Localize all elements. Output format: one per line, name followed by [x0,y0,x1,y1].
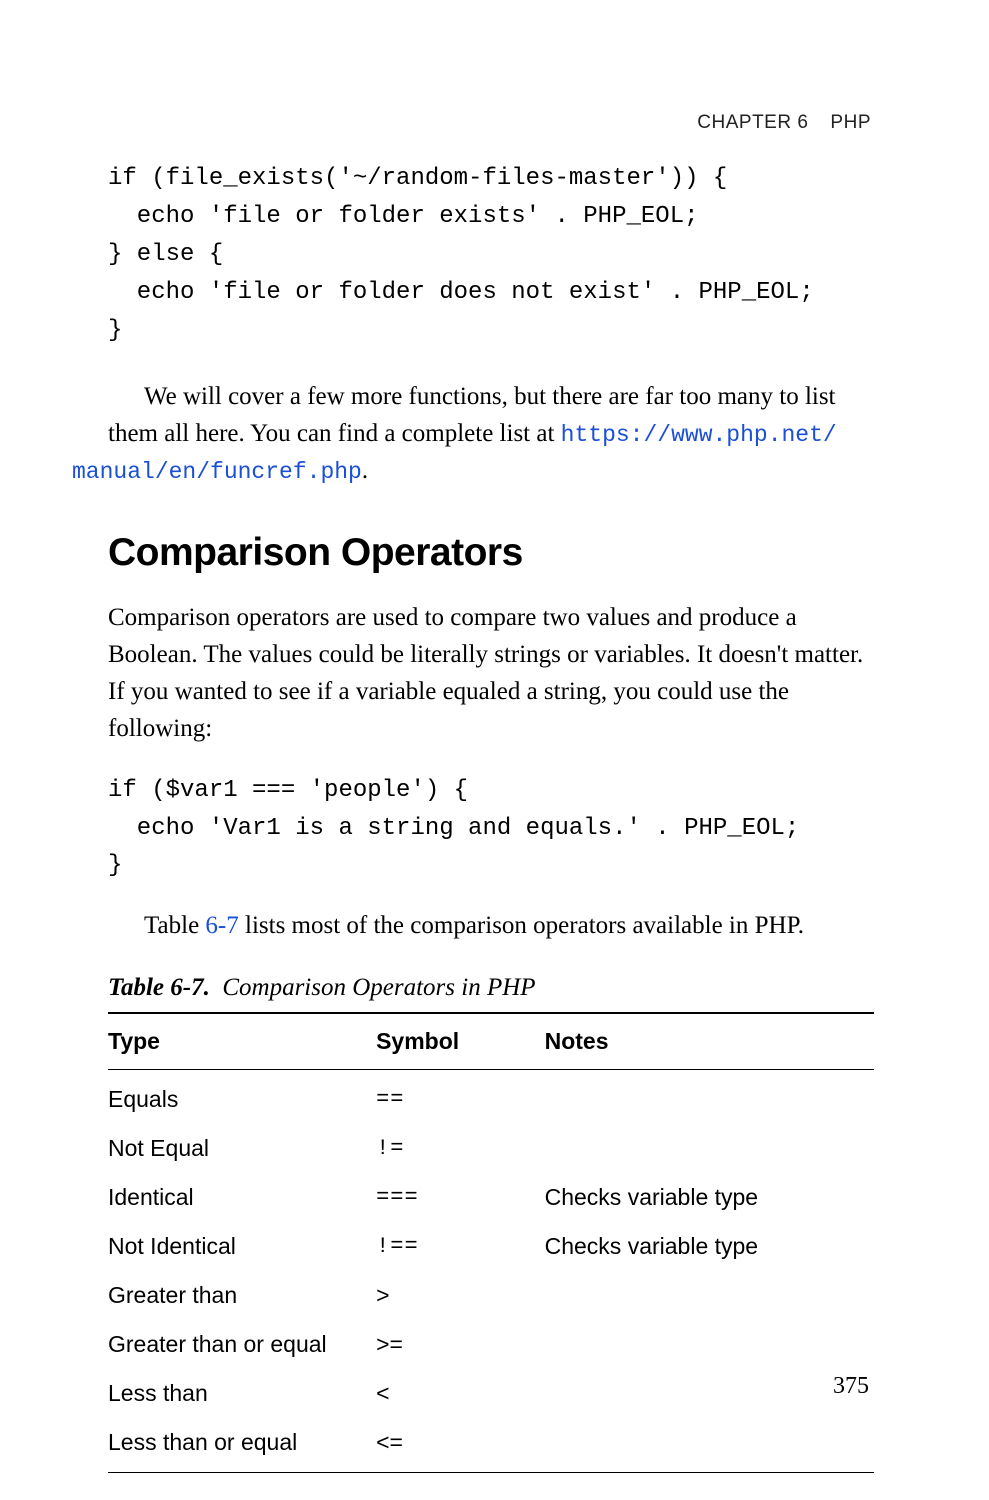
table-comparison-operators: Type Symbol Notes Equals==Not Equal!=Ide… [108,1012,874,1473]
cell-type: Less than [108,1369,376,1418]
paragraph-table-ref: Table 6-7 lists most of the comparison o… [108,907,874,944]
section-heading-comparison-operators: Comparison Operators [108,531,874,575]
link-php-funcref-1[interactable]: https://www.php.net/ [561,422,837,448]
code-block-var1: if ($var1 === 'people') { echo 'Var1 is … [108,772,874,886]
cell-type: Greater than or equal [108,1320,376,1369]
running-head: CHAPTER 6 PHP [697,112,871,134]
table-row: Less than or equal<= [108,1418,874,1473]
cell-type: Not Equal [108,1124,376,1173]
col-header-symbol: Symbol [376,1013,545,1070]
paragraph-comparison-intro: Comparison operators are used to compare… [108,599,874,747]
table-row: Equals== [108,1070,874,1125]
col-header-type: Type [108,1013,376,1070]
table-header-row: Type Symbol Notes [108,1013,874,1070]
cell-symbol: !== [376,1222,545,1271]
cell-notes [545,1271,874,1320]
table-body: Equals==Not Equal!=Identical===Checks va… [108,1070,874,1473]
cell-symbol: < [376,1369,545,1418]
cell-symbol: <= [376,1418,545,1473]
table-row: Greater than> [108,1271,874,1320]
table-label: Table 6-7. [108,974,210,1001]
cell-type: Greater than [108,1271,376,1320]
para3-a: Table [144,912,205,939]
code-block-file-exists: if (file_exists('~/random-files-master')… [108,160,874,350]
table-row: Less than< [108,1369,874,1418]
table-ref-6-7[interactable]: 6-7 [205,912,238,939]
cell-notes [545,1320,874,1369]
cell-notes [545,1369,874,1418]
page: CHAPTER 6 PHP if (file_exists('~/random-f… [0,0,989,1500]
cell-type: Less than or equal [108,1418,376,1473]
col-header-notes: Notes [545,1013,874,1070]
cell-notes: Checks variable type [545,1173,874,1222]
table-row: Greater than or equal>= [108,1320,874,1369]
chapter-label: CHAPTER 6 [697,112,808,133]
chapter-title: PHP [830,112,871,133]
cell-symbol: != [376,1124,545,1173]
link-php-funcref-2[interactable]: manual/en/funcref.php [72,459,362,485]
cell-symbol: === [376,1173,545,1222]
paragraph-funcref: We will cover a few more functions, but … [108,378,874,489]
cell-type: Equals [108,1070,376,1125]
cell-notes [545,1124,874,1173]
page-number: 375 [833,1373,869,1400]
table-row: Not Identical!==Checks variable type [108,1222,874,1271]
table-caption-text: Comparison Operators in PHP [222,974,535,1001]
para3-b: lists most of the comparison operators a… [239,912,804,939]
cell-symbol: >= [376,1320,545,1369]
table-row: Not Equal!= [108,1124,874,1173]
para1-text-b: . [362,457,368,484]
cell-notes: Checks variable type [545,1222,874,1271]
cell-type: Identical [108,1173,376,1222]
table-caption: Table 6-7. Comparison Operators in PHP [108,974,874,1002]
cell-symbol: == [376,1070,545,1125]
cell-notes [545,1418,874,1473]
cell-notes [545,1070,874,1125]
table-row: Identical===Checks variable type [108,1173,874,1222]
cell-symbol: > [376,1271,545,1320]
cell-type: Not Identical [108,1222,376,1271]
